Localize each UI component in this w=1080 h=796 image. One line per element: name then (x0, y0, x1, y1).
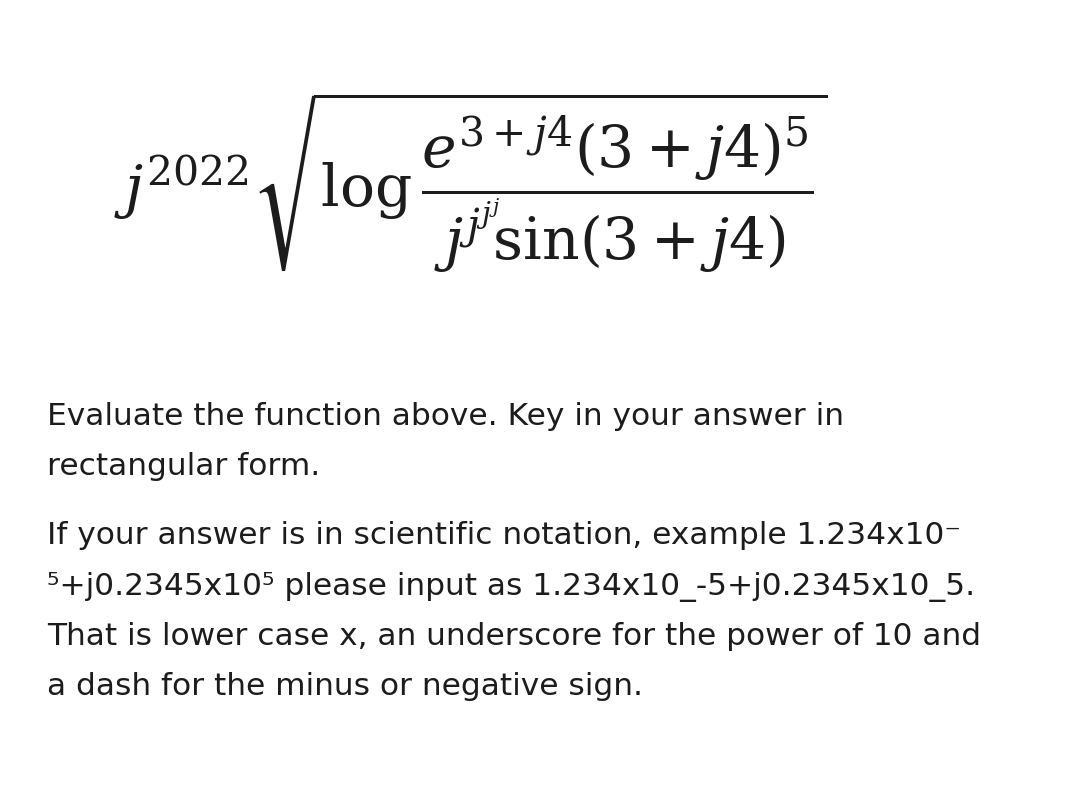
Text: rectangular form.: rectangular form. (48, 452, 321, 481)
Text: That is lower case x, an underscore for the power of 10 and: That is lower case x, an underscore for … (48, 622, 981, 650)
Text: Evaluate the function above. Key in your answer in: Evaluate the function above. Key in your… (48, 402, 845, 431)
Text: If your answer is in scientific notation, example 1.234x10⁻: If your answer is in scientific notation… (48, 521, 961, 550)
Text: a dash for the minus or negative sign.: a dash for the minus or negative sign. (48, 672, 643, 700)
Text: ⁵+j0.2345x10⁵ please input as 1.234x10_-5+j0.2345x10_5.: ⁵+j0.2345x10⁵ please input as 1.234x10_-… (48, 572, 975, 602)
Text: $j^{2022}\sqrt{\log\dfrac{e^{3+j4}(3+j4)^5}{j^{j^{j^{j}}}\!\sin(3+j4)}}$: $j^{2022}\sqrt{\log\dfrac{e^{3+j4}(3+j4)… (113, 91, 827, 275)
